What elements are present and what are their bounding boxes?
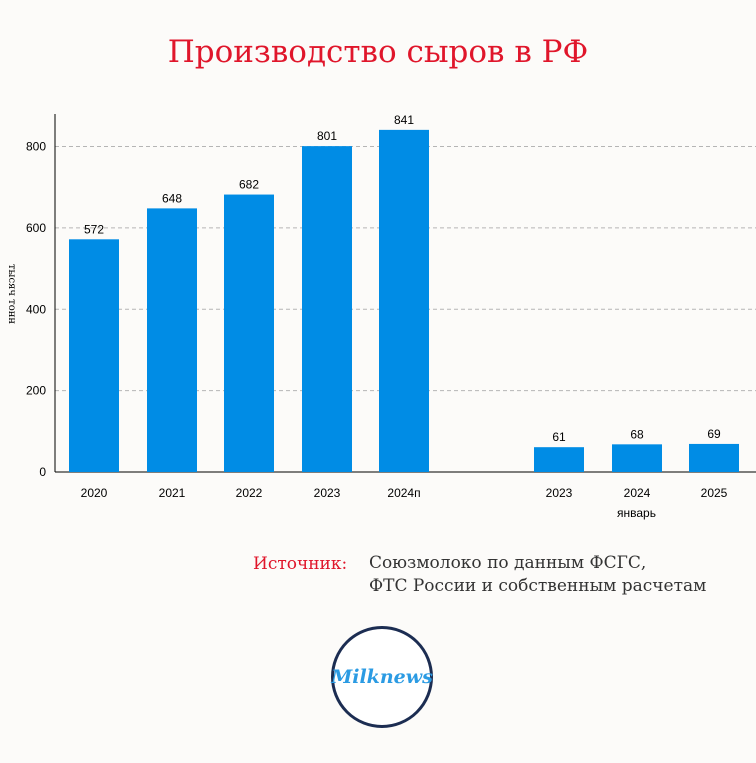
x-tick-label: 2024 [624,486,651,500]
data-label: 682 [239,178,259,192]
source-line-1: Союзмолоко по данным ФСГС, [369,553,647,573]
bar [302,146,352,472]
data-label: 801 [317,129,337,143]
y-tick-label: 600 [26,221,46,235]
y-tick-label: 800 [26,140,46,154]
bar [147,208,197,472]
chart-title: Производство сыров в РФ [167,34,589,70]
x-tick-label: 2020 [81,486,108,500]
bar [534,447,584,472]
bar [689,443,739,472]
data-label: 841 [394,113,414,127]
data-label: 572 [84,222,104,236]
data-label: 69 [707,427,721,441]
bar [224,194,274,473]
logo-text: Milknews [331,666,433,688]
data-label: 68 [630,427,644,441]
group-label: январь [617,506,656,520]
y-tick-label: 400 [26,302,46,316]
x-tick-label: 2023 [546,486,573,500]
y-tick-label: 0 [39,465,46,479]
x-tick-label: 2022 [236,486,263,500]
source-text: Союзмолоко по данным ФСГС, ФТС России и … [369,552,706,598]
bar [69,239,119,472]
y-tick-label: 200 [26,384,46,398]
x-tick-label: 2023 [314,486,341,500]
x-tick-label: 2024п [387,486,420,500]
bar [379,129,429,472]
data-label: 648 [162,191,182,205]
source-label: Источник: [253,554,348,574]
y-axis-label: тысяч тонн [6,264,17,324]
milknews-logo: Milknews [331,626,433,728]
bar [612,444,662,472]
x-tick-label: 2021 [159,486,186,500]
x-tick-label: 2025 [701,486,728,500]
source-line-2: ФТС России и собственным расчетам [369,576,707,596]
data-label: 61 [552,430,566,444]
